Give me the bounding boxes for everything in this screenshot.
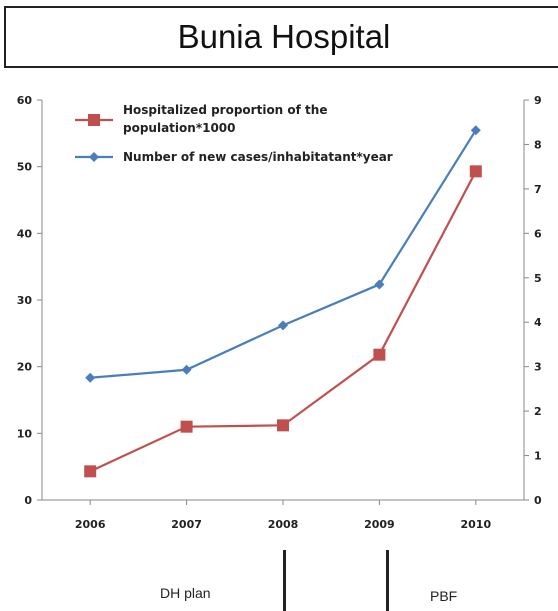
right-tick-label: 8 [534, 138, 542, 151]
data-point-square [84, 465, 97, 478]
right-tick-label: 5 [534, 272, 542, 285]
x-tick-label: 2006 [75, 518, 106, 531]
x-tick-label: 2008 [268, 518, 299, 531]
right-tick-label: 4 [534, 316, 542, 329]
legend-label-1-line-1: Hospitalized proportion of the [123, 103, 327, 117]
x-tick-label: 2007 [171, 518, 202, 531]
left-tick-label: 30 [17, 294, 33, 307]
right-tick-label: 1 [534, 450, 542, 463]
legend-label-1-line-2: population*1000 [123, 121, 236, 135]
chart-title-box: Bunia Hospital [4, 6, 558, 68]
data-point-diamond [85, 372, 96, 383]
left-tick-label: 50 [17, 161, 33, 174]
x-tick-label: 2009 [364, 518, 395, 531]
data-point-diamond [181, 364, 192, 375]
data-point-square [469, 165, 482, 178]
right-tick-label: 7 [534, 183, 542, 196]
x-tick-label: 2010 [460, 518, 491, 531]
period-label-dh-plan: DH plan [160, 585, 211, 601]
period-divider-2008 [283, 550, 286, 611]
legend-marker-diamond [89, 152, 99, 162]
period-divider-2009 [386, 550, 389, 611]
right-tick-label: 3 [534, 361, 542, 374]
series-line-2 [90, 129, 477, 379]
x-axis-ticks: 2006 2007 2008 2009 2010 [75, 500, 491, 531]
data-point-square [180, 420, 193, 433]
left-tick-label: 10 [17, 427, 33, 440]
left-tick-label: 40 [17, 227, 33, 240]
series-lines [84, 125, 482, 478]
right-tick-label: 6 [534, 227, 542, 240]
chart-title: Bunia Hospital [177, 18, 391, 55]
right-tick-label: 9 [534, 94, 542, 107]
left-axis-ticks: 0 10 20 30 40 50 60 [17, 94, 42, 507]
data-point-square [373, 348, 386, 361]
right-tick-label: 0 [534, 494, 542, 507]
legend-marker-square [88, 114, 100, 126]
left-tick-label: 60 [17, 94, 33, 107]
data-point-square [277, 419, 289, 432]
legend-label-2: Number of new cases/inhabitatant*year [123, 150, 393, 164]
period-label-pbf: PBF [430, 588, 458, 604]
right-tick-label: 2 [534, 405, 542, 418]
right-axis-ticks: 0 1 2 3 4 5 6 7 8 9 [524, 94, 542, 507]
left-tick-label: 20 [17, 361, 33, 374]
legend: Hospitalized proportion of the population… [75, 103, 393, 164]
data-point-diamond [278, 320, 288, 331]
left-tick-label: 0 [24, 494, 32, 507]
data-point-diamond [374, 279, 385, 290]
data-point-diamond [470, 125, 481, 136]
